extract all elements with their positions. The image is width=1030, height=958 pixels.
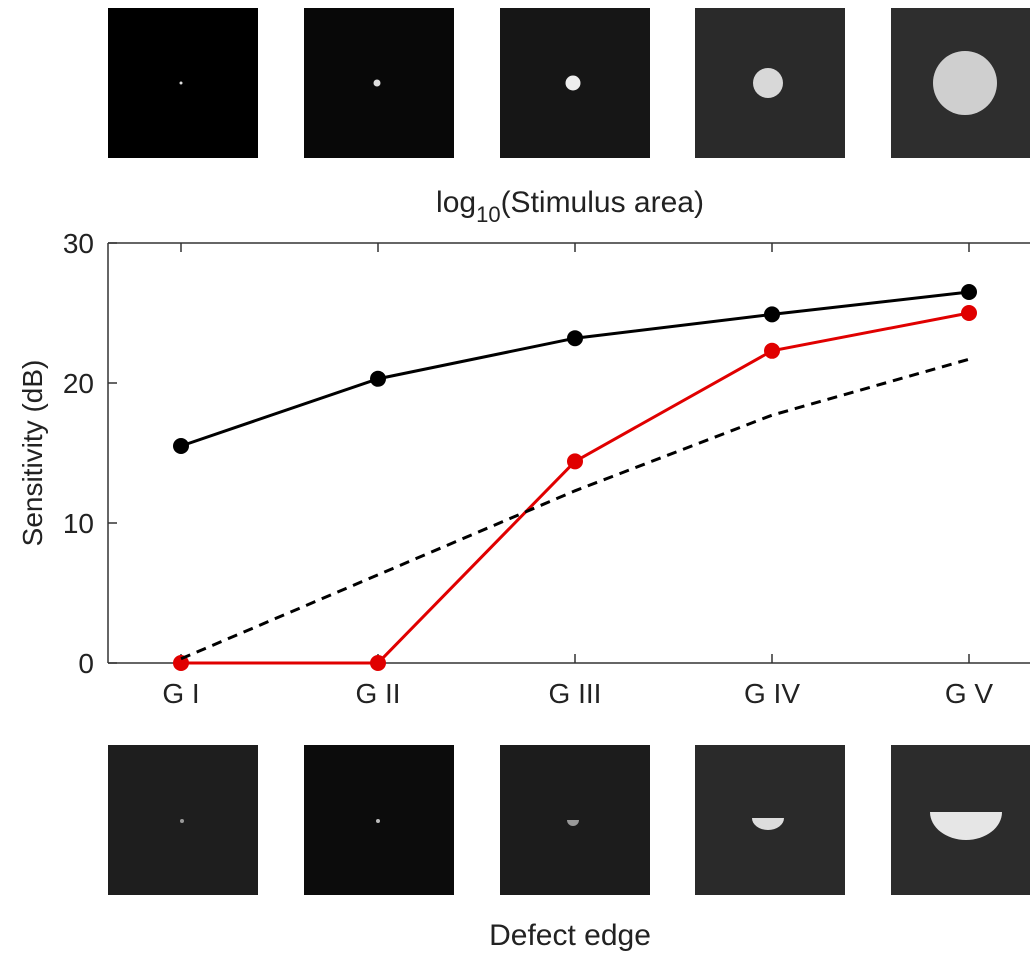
x-tick-label: G I xyxy=(162,678,199,709)
data-point xyxy=(764,306,780,323)
defect xyxy=(930,812,1002,840)
stimulus xyxy=(933,51,997,115)
series-line xyxy=(180,290,970,448)
stimulus xyxy=(565,75,581,91)
x-tick-label: G III xyxy=(549,678,602,709)
x-axis-title: log10(Stimulus area) xyxy=(436,186,704,227)
y-tick-label: 0 xyxy=(78,648,94,679)
bottom-thumbnails xyxy=(108,745,1030,895)
plot: 0 10 20 30 G I G II G III G IV G V xyxy=(63,228,1030,709)
x-tick-label: G II xyxy=(355,678,400,709)
defect xyxy=(376,819,380,823)
data-point xyxy=(370,655,386,671)
thumbnail xyxy=(108,8,258,158)
x-tick-label: G V xyxy=(945,678,994,709)
x-title-base: log xyxy=(436,186,476,219)
y-tick-label: 20 xyxy=(63,368,94,399)
defect xyxy=(567,820,579,826)
series-line xyxy=(181,311,970,665)
data-point xyxy=(173,438,189,454)
stimulus xyxy=(179,81,183,85)
x-axis-title-bottom: Defect edge xyxy=(489,919,651,952)
data-point xyxy=(764,342,780,359)
top-thumbnails xyxy=(108,8,1030,158)
data-point xyxy=(370,370,386,387)
x-title-rest: (Stimulus area) xyxy=(501,186,704,219)
data-point xyxy=(567,453,583,470)
data-point xyxy=(961,284,977,300)
defect xyxy=(180,819,184,823)
x-tick-label: G IV xyxy=(744,678,800,709)
data-point xyxy=(567,330,583,347)
x-title-subscript: 10 xyxy=(476,202,500,227)
stimulus xyxy=(753,68,783,98)
defect xyxy=(752,818,784,830)
y-tick-label: 10 xyxy=(63,508,94,539)
data-point xyxy=(173,655,189,671)
y-tick-label: 30 xyxy=(63,228,94,259)
data-point xyxy=(961,305,977,321)
series-line xyxy=(180,357,970,661)
y-axis-title: Sensitivity (dB) xyxy=(17,360,48,547)
stimulus xyxy=(373,79,381,87)
